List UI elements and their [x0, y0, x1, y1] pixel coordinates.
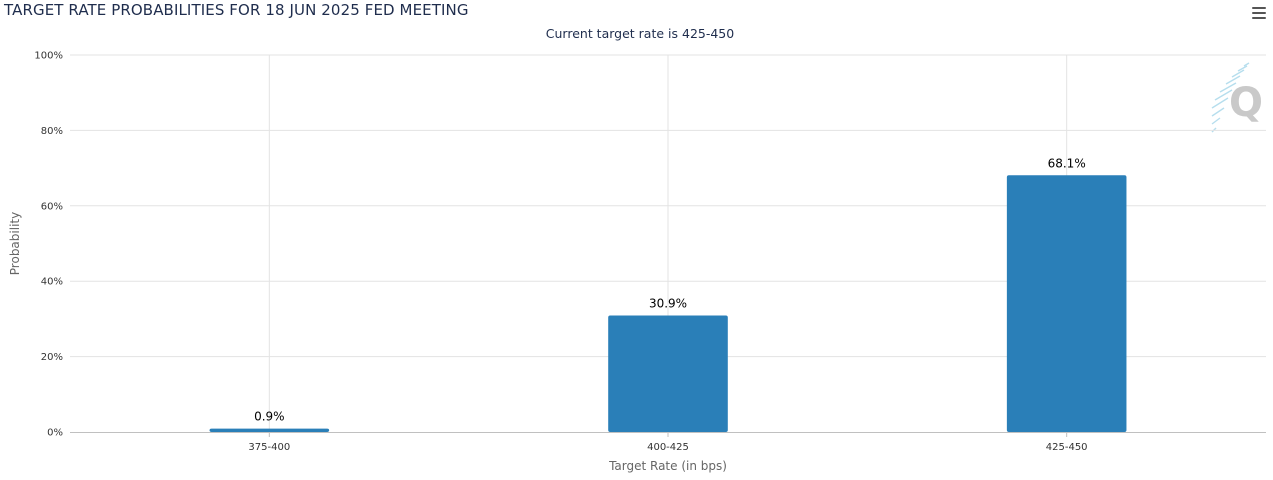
- labels: 0% 20% 40% 60% 80% 100% 0.9% 375-400 30.9% 400-42…: [8, 51, 1088, 474]
- y-tick-label: 40%: [41, 277, 63, 288]
- x-tick-label: 425-450: [1046, 442, 1088, 453]
- bar[interactable]: [608, 315, 728, 432]
- svg-text:Q: Q: [1229, 80, 1263, 126]
- y-tick-label: 100%: [34, 51, 63, 62]
- hamburger-menu-icon[interactable]: [1250, 6, 1268, 22]
- y-tick-label: 0%: [47, 428, 63, 439]
- data-label: 30.9%: [649, 297, 687, 311]
- chart-title: TARGET RATE PROBABILITIES FOR 18 JUN 202…: [4, 1, 469, 19]
- bars: [209, 175, 1127, 432]
- x-tick-label: 400-425: [647, 442, 689, 453]
- y-tick-label: 60%: [41, 201, 63, 212]
- bar[interactable]: [209, 428, 330, 432]
- axes: [70, 432, 1266, 437]
- x-axis-title: Target Rate (in bps): [608, 459, 727, 473]
- data-label: 0.9%: [254, 410, 285, 424]
- y-tick-label: 80%: [41, 126, 63, 137]
- chart-subtitle: Current target rate is 425-450: [545, 26, 735, 41]
- y-tick-label: 20%: [41, 352, 63, 363]
- y-axis-title: Probability: [8, 212, 22, 275]
- x-tick-label: 375-400: [248, 442, 290, 453]
- data-label: 68.1%: [1048, 156, 1086, 170]
- bar[interactable]: [1006, 175, 1127, 432]
